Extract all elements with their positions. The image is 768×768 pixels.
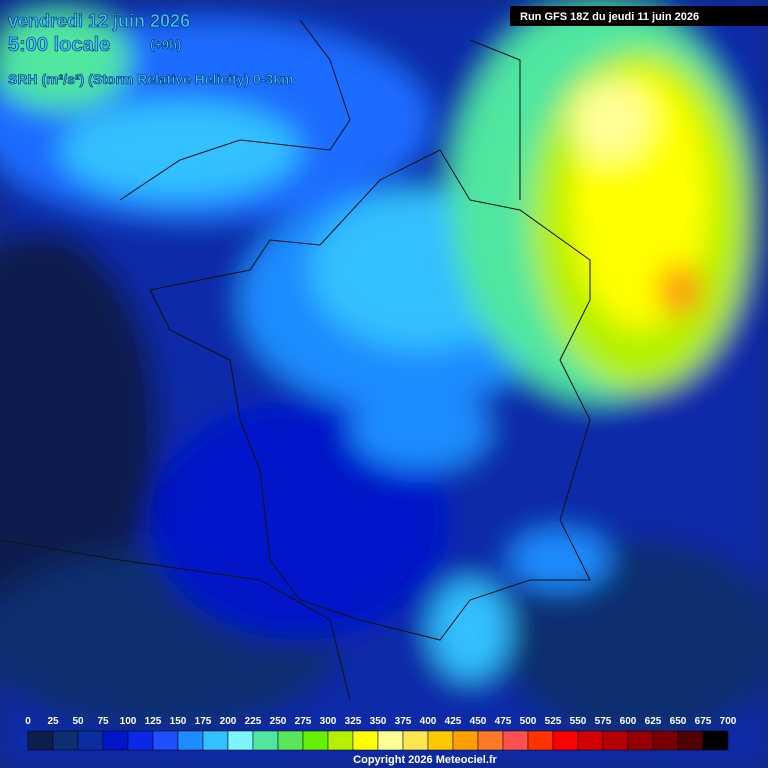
legend-label: 600 — [620, 716, 637, 727]
legend-swatch — [327, 730, 354, 751]
legend-label: 150 — [170, 716, 187, 727]
legend-swatch — [577, 730, 604, 751]
offset: (+9h) — [150, 37, 181, 52]
legend-label: 250 — [270, 716, 287, 727]
time: 5:00 locale — [8, 34, 110, 56]
legend-label: 25 — [47, 716, 59, 727]
parameter: SRH (m²/s²) (Storm Relative Helicity) 0-… — [8, 71, 294, 87]
legend-swatch — [402, 730, 429, 751]
copyright: Copyright 2026 Meteociel.fr — [353, 754, 497, 766]
legend-label: 175 — [195, 716, 212, 727]
legend-swatch — [277, 730, 304, 751]
legend-label: 400 — [420, 716, 437, 727]
date: vendredi 12 juin 2026 — [8, 11, 190, 31]
legend-swatch — [427, 730, 454, 751]
legend-label: 325 — [345, 716, 362, 727]
legend-label: 275 — [295, 716, 312, 727]
run-box — [510, 6, 768, 26]
legend-swatch — [302, 730, 329, 751]
legend-label: 575 — [595, 716, 612, 727]
legend-swatch — [602, 730, 629, 751]
legend-swatch — [377, 730, 404, 751]
legend-swatch — [527, 730, 554, 751]
legend-label: 700 — [720, 716, 737, 727]
legend-label: 200 — [220, 716, 237, 727]
legend-label: 450 — [470, 716, 487, 727]
legend-swatch — [477, 730, 504, 751]
legend-swatch — [77, 730, 104, 751]
legend-swatch — [502, 730, 529, 751]
legend-label: 375 — [395, 716, 412, 727]
borders — [0, 19, 591, 701]
legend-swatch — [152, 730, 179, 751]
run: Run GFS 18Z du jeudi 11 juin 2026 — [520, 11, 699, 23]
legend-label: 500 — [520, 716, 537, 727]
legend-swatch — [552, 730, 579, 751]
legend-label: 675 — [695, 716, 712, 727]
legend-swatch — [227, 730, 254, 751]
legend-label: 425 — [445, 716, 462, 727]
legend-label: 125 — [145, 716, 162, 727]
legend-swatch — [52, 730, 79, 751]
legend-swatch — [627, 730, 654, 751]
legend-label: 50 — [72, 716, 84, 727]
legend-swatch — [352, 730, 379, 751]
legend-swatch — [177, 730, 204, 751]
legend-swatch — [252, 730, 279, 751]
legend-label: 0 — [25, 716, 31, 727]
legend-label: 300 — [320, 716, 337, 727]
legend-swatch — [127, 730, 154, 751]
legend-swatch — [652, 730, 679, 751]
legend-swatch — [102, 730, 129, 751]
legend-label: 100 — [120, 716, 137, 727]
legend-swatch — [677, 730, 704, 751]
legend-label: 225 — [245, 716, 262, 727]
legend-label: 75 — [97, 716, 109, 727]
legend-label: 550 — [570, 716, 587, 727]
legend-label: 650 — [670, 716, 687, 727]
legend: 0 25 50 75 100 125 150 175 200 225 250 275 300 325 350… — [25, 716, 737, 751]
legend-swatch — [27, 730, 54, 751]
legend-swatch — [452, 730, 479, 751]
legend-swatch — [202, 730, 229, 751]
legend-label: 625 — [645, 716, 662, 727]
legend-label: 475 — [495, 716, 512, 727]
legend-swatch — [702, 730, 729, 751]
legend-label: 525 — [545, 716, 562, 727]
legend-label: 350 — [370, 716, 387, 727]
